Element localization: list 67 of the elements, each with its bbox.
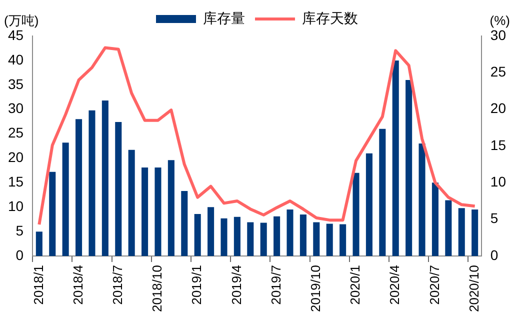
bar [115,122,122,256]
x-tick-label: 2019/7 [268,265,284,305]
bar [234,216,240,256]
bar [154,168,162,256]
bar [445,200,452,256]
bar [286,210,294,256]
bar [142,168,148,256]
x-tick-label: 2018/4 [70,265,86,305]
y-axis-title: (万吨) [4,13,39,28]
bar [168,160,174,256]
y2-tick-label: 25 [490,64,506,80]
x-tick-label: 2019/4 [228,265,244,305]
bar [220,218,228,256]
x-tick-label: 2020/10 [466,265,482,312]
bar [181,190,188,256]
bar [194,214,201,256]
x-tick-label: 2020/4 [387,265,402,305]
bar [102,100,108,256]
bar [62,142,69,256]
bar [379,128,386,256]
bar [274,216,280,256]
bar [472,210,478,256]
bar [326,224,333,256]
bar [313,222,320,256]
bar [432,182,438,256]
bar [352,172,360,256]
bar [366,153,372,256]
y2-tick-label: 20 [490,100,506,116]
bar [260,222,267,256]
bar [418,144,426,256]
bar [88,110,96,256]
x-tick-label: 2019/1 [189,265,204,305]
legend-label: 库存天数 [302,10,358,26]
bar [208,207,214,256]
bar [340,224,346,256]
y-tick-label: 30 [8,100,24,116]
y-tick-label: 10 [8,198,24,214]
bar [49,172,56,256]
y2-tick-label: 5 [490,210,498,226]
bar [76,119,82,256]
bar [458,208,465,256]
y-tick-label: 15 [8,174,24,190]
y-tick-label: 40 [8,51,24,68]
bar [300,214,306,256]
y-tick-label: 45 [8,26,24,43]
x-tick-label: 2020/1 [348,265,363,305]
bar [128,150,135,256]
y-tick-label: 25 [8,124,24,141]
y2-tick-label: 30 [490,26,506,43]
bar [406,80,412,256]
x-tick-label: 2018/1 [30,265,46,305]
y-tick-label: 0 [16,246,24,263]
y2-tick-label: 0 [490,246,498,263]
y2-tick-label: 15 [490,136,506,153]
x-tick-label: 2019/10 [308,265,323,312]
y2-tick-label: 10 [490,174,506,190]
legend-label: 库存量 [203,10,245,26]
x-tick-label: 2020/7 [426,265,442,305]
bar [247,222,254,256]
x-tick-label: 2018/7 [110,265,125,305]
bar [36,232,42,256]
bar [392,60,399,256]
y2-axis-title: (%) [490,13,510,28]
y-tick-label: 20 [8,149,24,166]
x-tick-label: 2018/10 [150,265,165,312]
y-tick-label: 5 [16,222,24,238]
y-tick-label: 35 [8,76,24,92]
